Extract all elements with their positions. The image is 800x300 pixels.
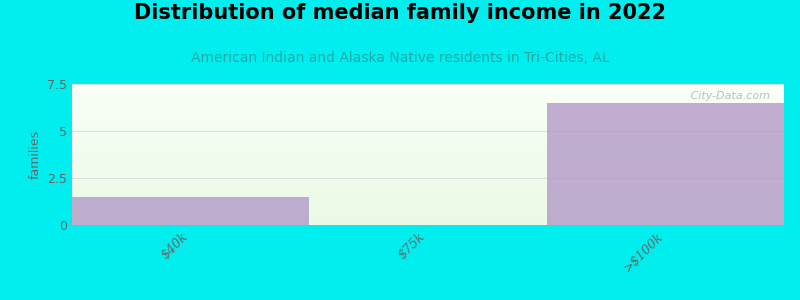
Bar [72,197,310,225]
Bar [546,103,784,225]
Y-axis label: families: families [29,130,42,179]
Text: City-Data.com: City-Data.com [686,91,770,101]
Text: Distribution of median family income in 2022: Distribution of median family income in … [134,3,666,23]
Text: American Indian and Alaska Native residents in Tri-Cities, AL: American Indian and Alaska Native reside… [190,51,610,65]
